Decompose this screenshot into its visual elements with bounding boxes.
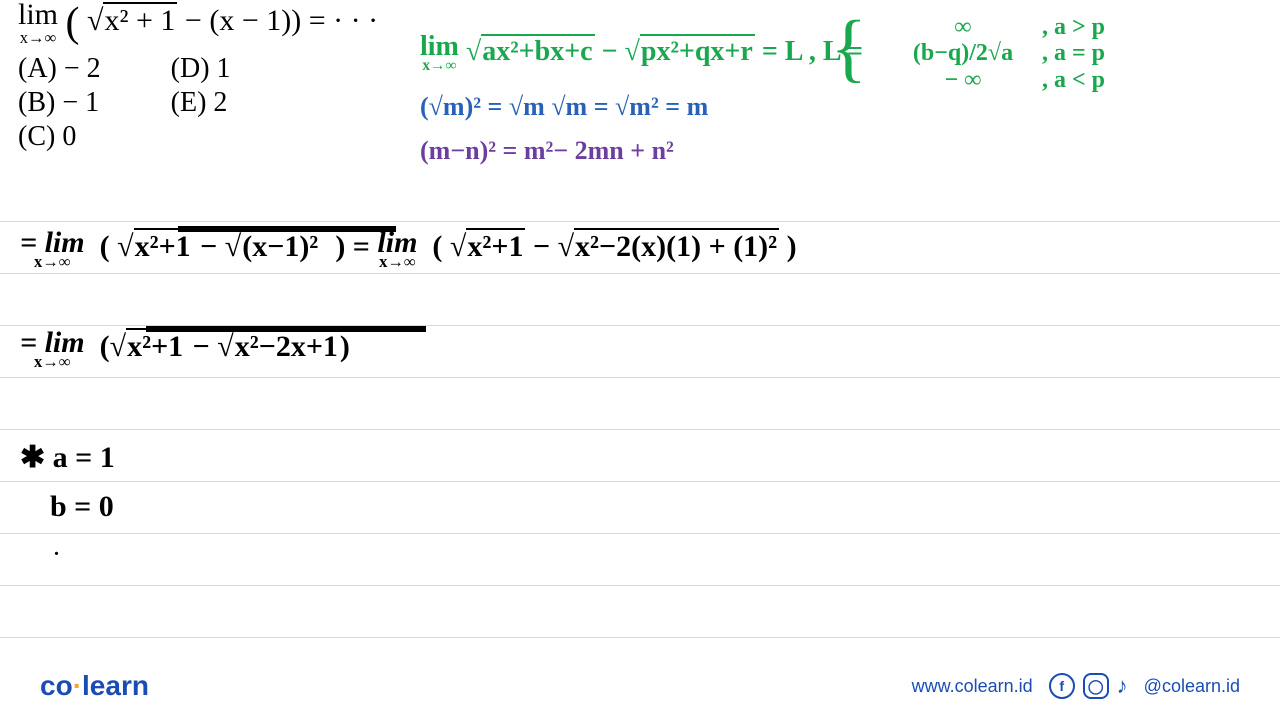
answer-b: (B) − 1 bbox=[18, 87, 101, 119]
green-formula: lim x→∞ √ax²+bx+c − √px²+qx+r = L , L = … bbox=[420, 14, 1105, 93]
green-sqrt1: ax²+bx+c bbox=[481, 34, 594, 67]
note-a: ✱ a = 1 bbox=[20, 440, 115, 475]
logo-co: co bbox=[40, 670, 73, 701]
work2-r1: x²+1 bbox=[126, 328, 185, 363]
footer: co·learn www.colearn.id f ◯ ♪ @colearn.i… bbox=[0, 670, 1280, 702]
social-icons: f ◯ ♪ bbox=[1049, 673, 1128, 699]
work1-sub2: x→∞ bbox=[377, 255, 417, 268]
green-case3: − ∞ bbox=[898, 67, 1028, 93]
green-cond2: , a = p bbox=[1042, 40, 1105, 66]
answer-d: (D) 1 bbox=[171, 53, 231, 85]
footer-right: www.colearn.id f ◯ ♪ @colearn.id bbox=[912, 673, 1240, 699]
note-b: b = 0 bbox=[50, 490, 114, 524]
star-b-text: b = 0 bbox=[50, 490, 114, 523]
open-paren: ( bbox=[66, 0, 80, 46]
lim-text: lim bbox=[18, 0, 58, 31]
purple-text: (m−n)² = m²− 2mn + n² bbox=[420, 136, 674, 165]
answer-a: (A) − 2 bbox=[18, 53, 101, 85]
logo-learn: learn bbox=[82, 670, 149, 701]
work-line-2: = lim x→∞ (√x²+1 − √x²−2x+1) bbox=[20, 330, 350, 368]
expr-rest: − (x − 1)) bbox=[185, 4, 301, 37]
logo: co·learn bbox=[40, 670, 149, 702]
answer-choices: (A) − 2 (B) − 1 (C) 0 (D) 1 (E) 2 bbox=[18, 53, 378, 153]
green-cond1: , a > p bbox=[1042, 14, 1105, 40]
work1-end: ) bbox=[787, 230, 797, 263]
green-case1: ∞ bbox=[898, 14, 1028, 40]
blue-text: (√m)² = √m √m = √m² = m bbox=[420, 92, 708, 121]
problem-statement: lim x→∞ ( √x² + 1 − (x − 1)) = · · · (A)… bbox=[18, 0, 378, 153]
green-lim-sub: x→∞ bbox=[420, 59, 459, 72]
green-case2: (b−q)/2√a bbox=[898, 40, 1028, 66]
work1-m3: − √ bbox=[533, 230, 574, 263]
work2-m1: − √ bbox=[193, 330, 234, 363]
tiktok-icon: ♪ bbox=[1117, 673, 1128, 699]
work1-r1: x²+1 bbox=[134, 228, 193, 263]
work1-m1: − √ bbox=[200, 230, 241, 263]
limit-expression: lim x→∞ ( √x² + 1 − (x − 1)) = · · · bbox=[18, 0, 378, 47]
footer-url: www.colearn.id bbox=[912, 676, 1033, 697]
work1-r2: (x−1)² bbox=[241, 228, 320, 263]
green-minus: − bbox=[602, 36, 625, 67]
work1-r4: x²−2(x)(1) + (1)² bbox=[574, 228, 779, 263]
footer-handle: @colearn.id bbox=[1144, 676, 1240, 697]
equals-dots: = · · · bbox=[309, 4, 378, 37]
work-line-1: = lim x→∞ ( √x²+1 − √(x−1)² ) = lim x→∞ … bbox=[20, 230, 797, 268]
sqrt-symbol: √ bbox=[87, 4, 103, 37]
star-a-text: ✱ a = 1 bbox=[20, 441, 115, 474]
work1-r3: x²+1 bbox=[466, 228, 525, 263]
logo-dot: · bbox=[73, 670, 82, 701]
instagram-icon: ◯ bbox=[1083, 673, 1109, 699]
purple-formula: (m−n)² = m²− 2mn + n² bbox=[420, 136, 674, 166]
answer-c: (C) 0 bbox=[18, 121, 101, 153]
brace-icon: { bbox=[831, 14, 867, 82]
facebook-icon: f bbox=[1049, 673, 1075, 699]
green-cond3: , a < p bbox=[1042, 67, 1105, 93]
note-dot: . bbox=[54, 538, 59, 561]
blue-formula: (√m)² = √m √m = √m² = m bbox=[420, 92, 708, 122]
sqrt-content: x² + 1 bbox=[103, 2, 177, 37]
lim-sub: x→∞ bbox=[18, 30, 58, 47]
work2-end: ) bbox=[340, 330, 350, 363]
page: lim x→∞ ( √x² + 1 − (x − 1)) = · · · (A)… bbox=[0, 0, 1280, 720]
answer-e: (E) 2 bbox=[171, 87, 231, 119]
work2-r2: x²−2x+1 bbox=[234, 328, 340, 363]
green-sqrt2: px²+qx+r bbox=[640, 34, 755, 67]
